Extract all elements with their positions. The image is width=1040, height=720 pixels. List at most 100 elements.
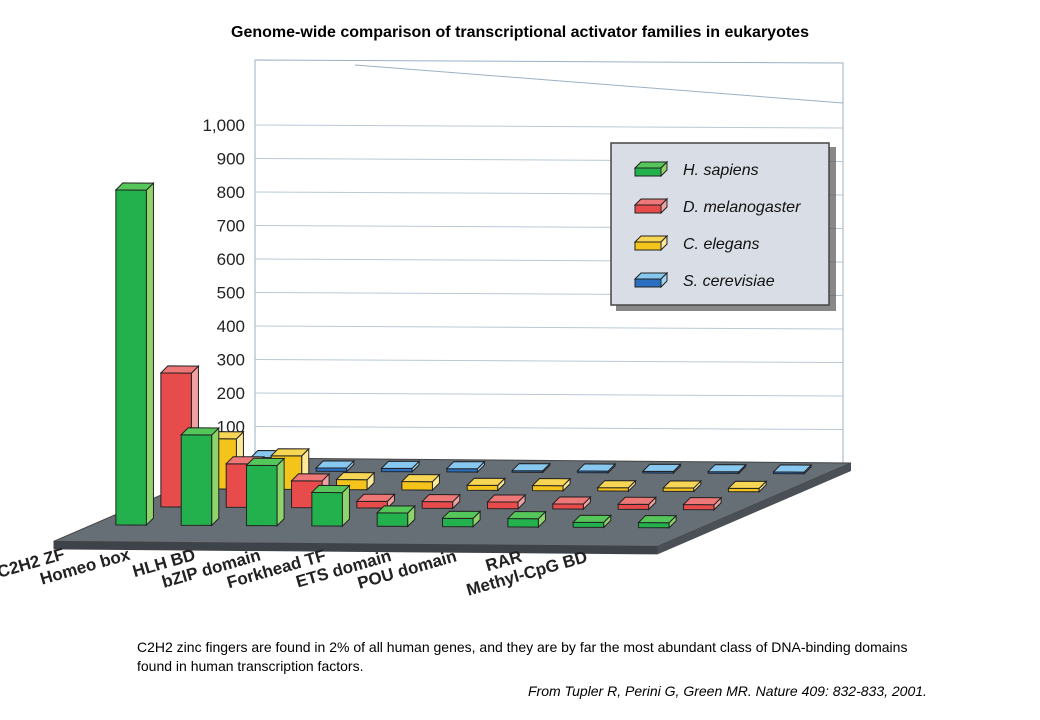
- legend-swatch: [634, 241, 662, 251]
- y-axis-ticks: 01002003004005006007008009001,000: [202, 116, 245, 470]
- bar-top: [576, 463, 617, 472]
- y-tick-label: 800: [217, 183, 245, 202]
- bar-8-3: [772, 463, 813, 475]
- wall-top-edge: [354, 64, 844, 104]
- bar-6-3: [641, 463, 682, 475]
- bar-3-3: [445, 460, 486, 474]
- bar-7-1: [616, 496, 657, 511]
- legend-swatch-side: [660, 234, 668, 252]
- bar-front: [507, 518, 539, 528]
- y-tick-label: 600: [217, 250, 245, 269]
- y-tick-label: 900: [217, 150, 245, 169]
- bar-front: [311, 491, 343, 527]
- y-tick-label: 200: [217, 384, 245, 403]
- bar-front: [376, 512, 409, 527]
- grid-line: [254, 426, 844, 430]
- bar-top: [290, 473, 331, 482]
- bar-3-0: [310, 484, 351, 528]
- bar-top: [661, 480, 702, 489]
- bar-top: [375, 505, 416, 514]
- y-tick-label: 700: [217, 217, 245, 236]
- bar-top: [114, 182, 155, 191]
- bar-front: [421, 501, 454, 509]
- bar-5-0: [441, 510, 482, 528]
- bar-6-1: [551, 495, 592, 511]
- bar-top: [245, 457, 286, 466]
- bar-5-3: [576, 462, 617, 474]
- bar-top: [355, 493, 396, 502]
- bar-top: [159, 365, 200, 374]
- bar-7-2: [661, 479, 702, 493]
- bar-front: [683, 504, 715, 511]
- bar-front: [638, 522, 670, 529]
- grid-line: [254, 124, 844, 129]
- bar-top: [637, 515, 678, 524]
- bar-front: [442, 517, 474, 528]
- grid-line: [254, 392, 844, 397]
- bar-7-3: [706, 463, 747, 475]
- bar-top: [486, 494, 527, 503]
- bar-2-0: [245, 457, 286, 527]
- bar-5-2: [531, 477, 572, 492]
- bar-top: [269, 448, 310, 457]
- bar-0-0: [114, 181, 155, 527]
- bar-front: [180, 434, 213, 526]
- y-tick-label: 300: [217, 351, 245, 370]
- source-citation: From Tupler R, Perini G, Green MR. Natur…: [528, 683, 927, 699]
- bar-top: [179, 427, 220, 436]
- bar-top: [616, 496, 657, 505]
- bar-top: [335, 472, 376, 481]
- bar-top: [380, 460, 421, 469]
- bar-top: [310, 484, 351, 494]
- legend-label: C. elegans: [683, 236, 760, 253]
- caption-text: C2H2 zinc fingers are found in 2% of all…: [137, 639, 908, 674]
- bar-top: [596, 480, 637, 489]
- bar-top: [420, 494, 461, 503]
- legend-swatch: [634, 278, 662, 288]
- bar-4-2: [465, 477, 506, 492]
- bar-side: [211, 426, 220, 527]
- floor-edge: [53, 541, 658, 555]
- bar-front: [617, 503, 650, 510]
- bar-top: [772, 464, 813, 473]
- bar-top: [314, 460, 355, 469]
- y-tick-label: 400: [217, 317, 245, 336]
- bar-top: [510, 463, 551, 472]
- bar-top: [441, 510, 482, 519]
- bar-8-1: [682, 496, 723, 511]
- bar-4-3: [510, 462, 551, 474]
- legend-label: D. melanogaster: [683, 199, 801, 216]
- legend-swatch-side: [660, 197, 668, 215]
- y-tick-label: 500: [217, 284, 245, 303]
- category-label: Methyl-CpG BD: [464, 547, 589, 600]
- legend-swatch-side: [660, 160, 668, 178]
- bar-top: [531, 478, 572, 487]
- bar-side: [145, 181, 154, 527]
- bar-top: [727, 480, 768, 489]
- bar-5-1: [486, 493, 527, 510]
- bar-front: [401, 481, 433, 491]
- bar-2-3: [380, 460, 421, 473]
- bar-4-1: [420, 493, 461, 510]
- legend-swatch-side: [660, 271, 668, 289]
- bar-1-3: [314, 459, 355, 473]
- bar-2-2: [335, 471, 376, 491]
- legend-label: S. cerevisiae: [683, 273, 775, 290]
- grid-line: [254, 325, 844, 330]
- bar-3-1: [355, 493, 396, 510]
- bar-1-0: [179, 426, 220, 527]
- bar-6-2: [596, 479, 637, 493]
- bar-front: [532, 485, 564, 492]
- bar-front: [466, 484, 499, 491]
- bar-side: [276, 457, 285, 527]
- bar-top: [706, 464, 747, 473]
- grid-line: [254, 359, 844, 363]
- bar-3-2: [400, 473, 441, 492]
- bar-top: [400, 474, 441, 483]
- bar-front: [552, 503, 584, 510]
- bar-top: [571, 514, 612, 523]
- bar-top: [506, 511, 547, 520]
- bar-top: [682, 497, 723, 506]
